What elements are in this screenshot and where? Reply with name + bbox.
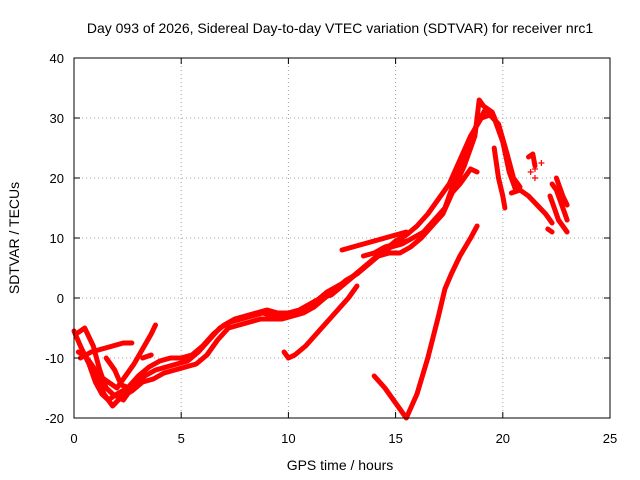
data-point [538, 160, 545, 166]
x-tick-label: 0 [70, 431, 77, 446]
x-tick-label: 15 [388, 431, 402, 446]
y-tick-label: 40 [50, 51, 64, 66]
x-axis-label: GPS time / hours [287, 457, 394, 473]
y-tick-label: 10 [50, 231, 64, 246]
data-track [491, 145, 508, 211]
data-point [531, 166, 538, 172]
y-tick-label: -10 [45, 351, 64, 366]
x-tick-label: 5 [178, 431, 185, 446]
data-track [371, 223, 480, 421]
data-track [553, 175, 570, 208]
y-tick-label: 30 [50, 111, 64, 126]
data-track [97, 322, 158, 391]
y-tick-label: 20 [50, 171, 64, 186]
grid [74, 58, 610, 418]
y-tick-label: 0 [57, 291, 64, 306]
x-tick-label: 25 [603, 431, 617, 446]
data-track [103, 355, 133, 391]
axis-ticks: 0 5 10 15 20 25 -20 -10 0 10 20 30 40 [45, 51, 617, 446]
y-tick-label: -20 [45, 411, 64, 426]
data-track [339, 229, 409, 253]
data-track [140, 352, 154, 361]
x-tick-label: 10 [281, 431, 295, 446]
data-track [549, 181, 570, 223]
data-track [545, 226, 555, 235]
chart-title: Day 093 of 2026, Sidereal Day-to-day VTE… [87, 20, 593, 36]
data-track [77, 340, 135, 361]
plot-data [71, 97, 570, 421]
data-track [360, 238, 409, 259]
data-track [526, 151, 538, 169]
data-point [531, 175, 538, 181]
y-axis-label: SDTVAR / TECUs [6, 182, 22, 294]
x-tick-label: 20 [496, 431, 510, 446]
data-track [446, 166, 480, 199]
data-track [508, 187, 555, 226]
data-track [547, 193, 570, 235]
data-point [527, 169, 534, 175]
data-track [281, 283, 360, 361]
